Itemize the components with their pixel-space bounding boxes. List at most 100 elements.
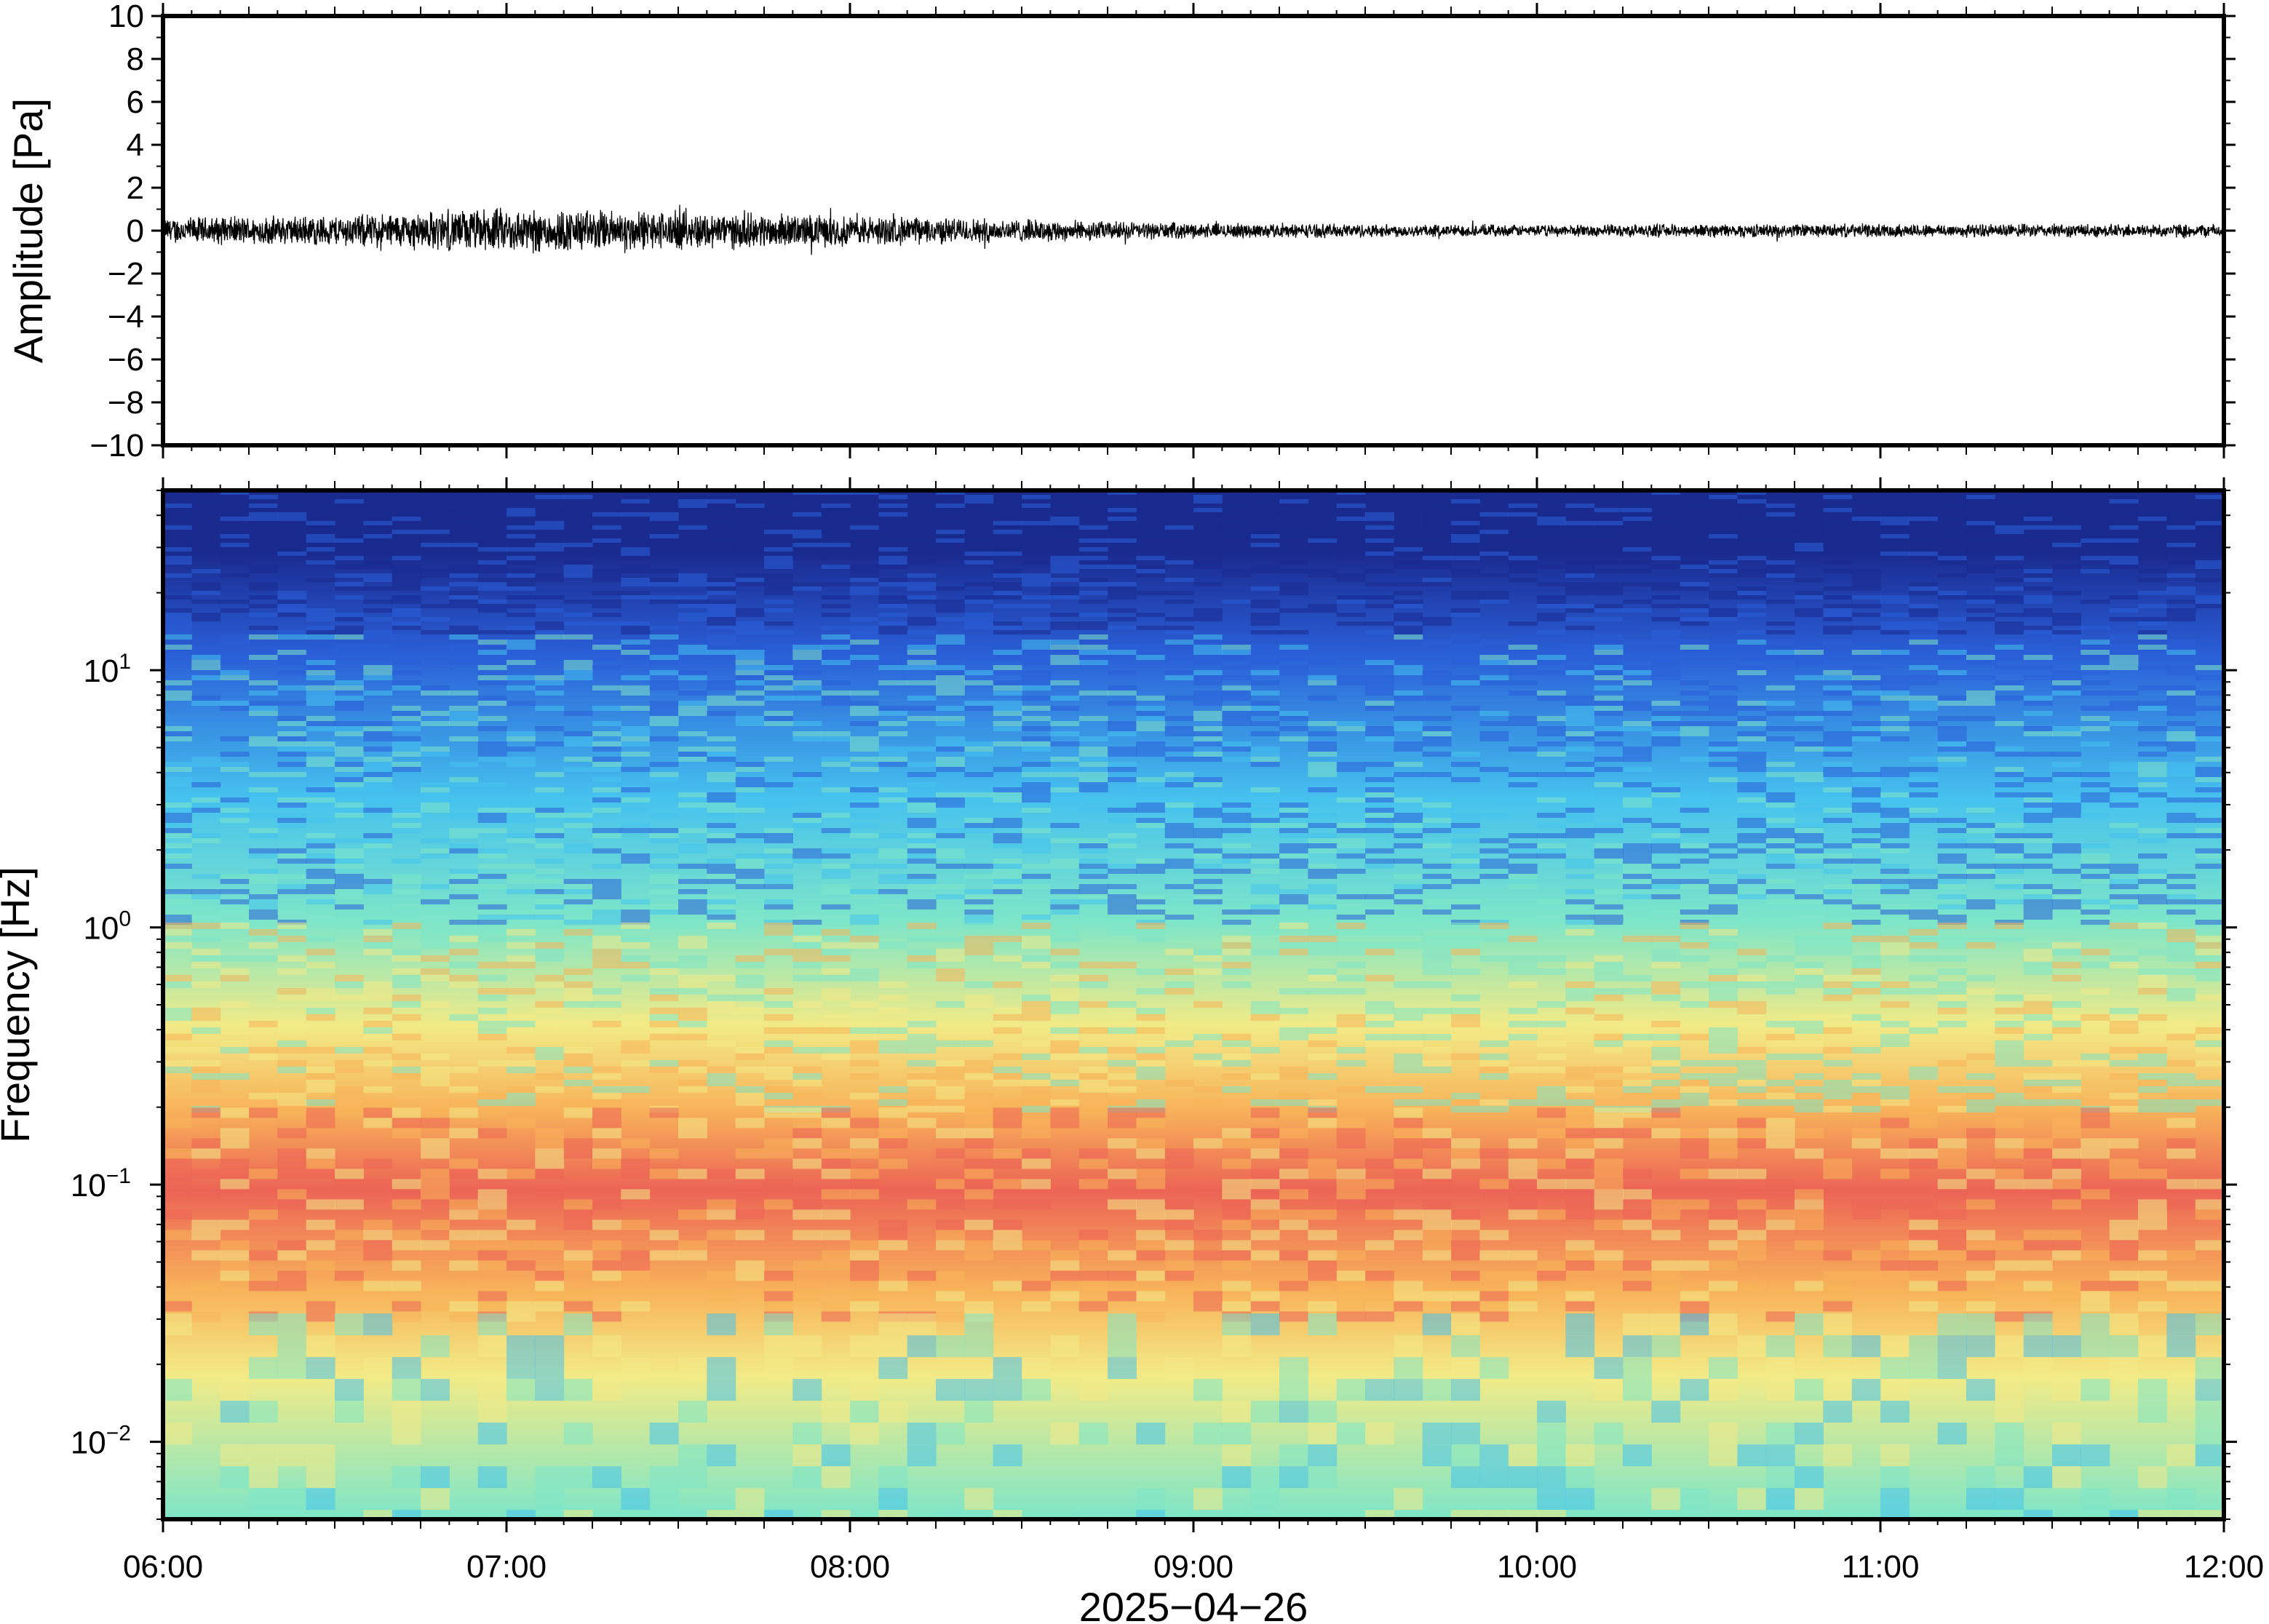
- spectrogram-cell: [2023, 889, 2053, 894]
- spectrogram-cell: [2166, 1099, 2196, 1106]
- spectrogram-cell: [907, 803, 937, 808]
- spectrogram-cell: [1422, 560, 1452, 565]
- spectrogram-cell: [850, 767, 879, 772]
- spectrogram-cell: [1909, 792, 1939, 797]
- spectrogram-cell: [163, 731, 192, 736]
- spectrogram-cell: [2195, 974, 2224, 982]
- spectrogram-cell: [1709, 565, 1738, 569]
- spectrogram-cell: [249, 909, 278, 915]
- spectrogram-cell: [1250, 859, 1280, 864]
- spectrogram-cell: [936, 521, 965, 525]
- spectrogram-cell: [707, 1313, 736, 1336]
- spectrogram-cell: [1479, 1230, 1509, 1241]
- spectrogram-cell: [2195, 1281, 2224, 1291]
- spectrogram-cell: [563, 1199, 593, 1210]
- spectrogram-cell: [1451, 920, 1480, 925]
- spectrogram-cell: [363, 757, 393, 762]
- spectrogram-cell: [191, 1230, 221, 1241]
- spectrogram-cell: [392, 1301, 421, 1312]
- spectrogram-cell: [649, 987, 679, 995]
- spectrogram-cell: [1479, 1510, 1509, 1519]
- spectrogram-cell: [1250, 604, 1280, 608]
- spectrogram-cell: [1279, 935, 1308, 942]
- spectrogram-cell: [535, 1000, 565, 1008]
- spectrogram-cell: [1709, 573, 1738, 578]
- spectrogram-cell: [792, 530, 822, 534]
- spectrogram-cell: [335, 981, 364, 988]
- spectrogram-cell: [707, 521, 736, 525]
- spectrogram-cell: [1995, 747, 2024, 752]
- spectrogram-cell: [1222, 1422, 1252, 1445]
- spectrogram-cell: [1422, 530, 1452, 534]
- spectrogram-cell: [2109, 534, 2139, 538]
- spectrogram-cell: [2052, 777, 2081, 782]
- spectrogram-cell: [1222, 716, 1252, 721]
- spectrogram-cell: [1422, 578, 1452, 582]
- spectrogram-cell: [993, 655, 1022, 660]
- spectrogram-cell: [1851, 573, 1881, 578]
- spectrogram-cell: [1737, 1250, 1767, 1261]
- spectrogram-cell: [735, 853, 765, 859]
- spectrogram-cell: [1479, 640, 1509, 645]
- spectrogram-cell: [621, 1059, 651, 1067]
- spectrogram-cell: [1623, 752, 1652, 757]
- spectrogram-cell: [764, 879, 793, 884]
- spectrogram-cell: [649, 1027, 679, 1034]
- spectrogram-cell: [1250, 1169, 1280, 1179]
- spectrogram-cell: [1709, 843, 1738, 848]
- spectrogram-cell: [964, 1313, 994, 1336]
- spectrogram-cell: [1108, 701, 1137, 706]
- spectrogram-cell: [2023, 675, 2053, 680]
- spectrogram-cell: [821, 1148, 851, 1159]
- spectrogram-cell: [335, 726, 364, 731]
- spectrogram-cell: [1823, 1281, 1853, 1291]
- spectrogram-cell: [1594, 1040, 1624, 1047]
- spectrogram-cell: [1164, 560, 1194, 565]
- spectrogram-cell: [1479, 731, 1509, 736]
- spectrogram-cell: [1193, 752, 1223, 757]
- spectrogram-cell: [220, 974, 250, 982]
- spectrogram-cell: [2052, 1335, 2081, 1358]
- spectrogram-cell: [306, 608, 335, 613]
- spectrogram-cell: [1394, 1099, 1423, 1106]
- spectrogram-cell: [1823, 762, 1853, 767]
- spectrogram-cell: [1537, 1488, 1566, 1510]
- spectrogram-cell: [1909, 634, 1939, 640]
- spectrogram-cell: [821, 701, 851, 706]
- spectrogram-cell: [2166, 935, 2196, 942]
- spectrogram-cell: [1193, 547, 1223, 552]
- spectrogram-cell: [191, 808, 221, 813]
- spectrogram-cell: [707, 808, 736, 813]
- spectrogram-cell: [506, 630, 536, 634]
- spectrogram-cell: [936, 955, 965, 962]
- spectrogram-cell: [449, 706, 479, 711]
- spectrogram-cell: [1909, 1158, 1939, 1169]
- spectrogram-cell: [1193, 741, 1223, 747]
- spectrogram-cell: [1795, 899, 1824, 904]
- spectrogram-cell: [993, 543, 1022, 547]
- spectrogram-cell: [1851, 604, 1881, 608]
- spectrogram-cell: [821, 556, 851, 560]
- spectrogram-cell: [1680, 586, 1709, 591]
- spectrogram-cell: [1565, 736, 1595, 741]
- spectrogram-cell: [936, 848, 965, 853]
- spectrogram-cell: [707, 1230, 736, 1241]
- spectrogram-cell: [1193, 608, 1223, 613]
- spectrogram-cell: [1193, 650, 1223, 655]
- spectrogram-cell: [1737, 604, 1767, 608]
- spectrogram-cell: [1937, 736, 1967, 741]
- spectrogram-cell: [1508, 517, 1538, 521]
- spectrogram-cell: [850, 935, 879, 942]
- spectrogram-cell: [220, 600, 250, 604]
- spectrogram-cell: [1108, 1046, 1137, 1054]
- spectrogram-cell: [1537, 1189, 1566, 1200]
- spectrogram-cell: [1823, 1270, 1853, 1281]
- spectrogram-cell: [2052, 762, 2081, 767]
- spectrogram-cell: [678, 1357, 707, 1380]
- spectrogram-cell: [421, 853, 450, 859]
- spectrogram-cell: [421, 747, 450, 752]
- spectrogram-cell: [592, 685, 621, 690]
- spectrogram-cell: [592, 731, 621, 736]
- spectrogram-cell: [1565, 1189, 1595, 1200]
- spectrogram-cell: [792, 650, 822, 655]
